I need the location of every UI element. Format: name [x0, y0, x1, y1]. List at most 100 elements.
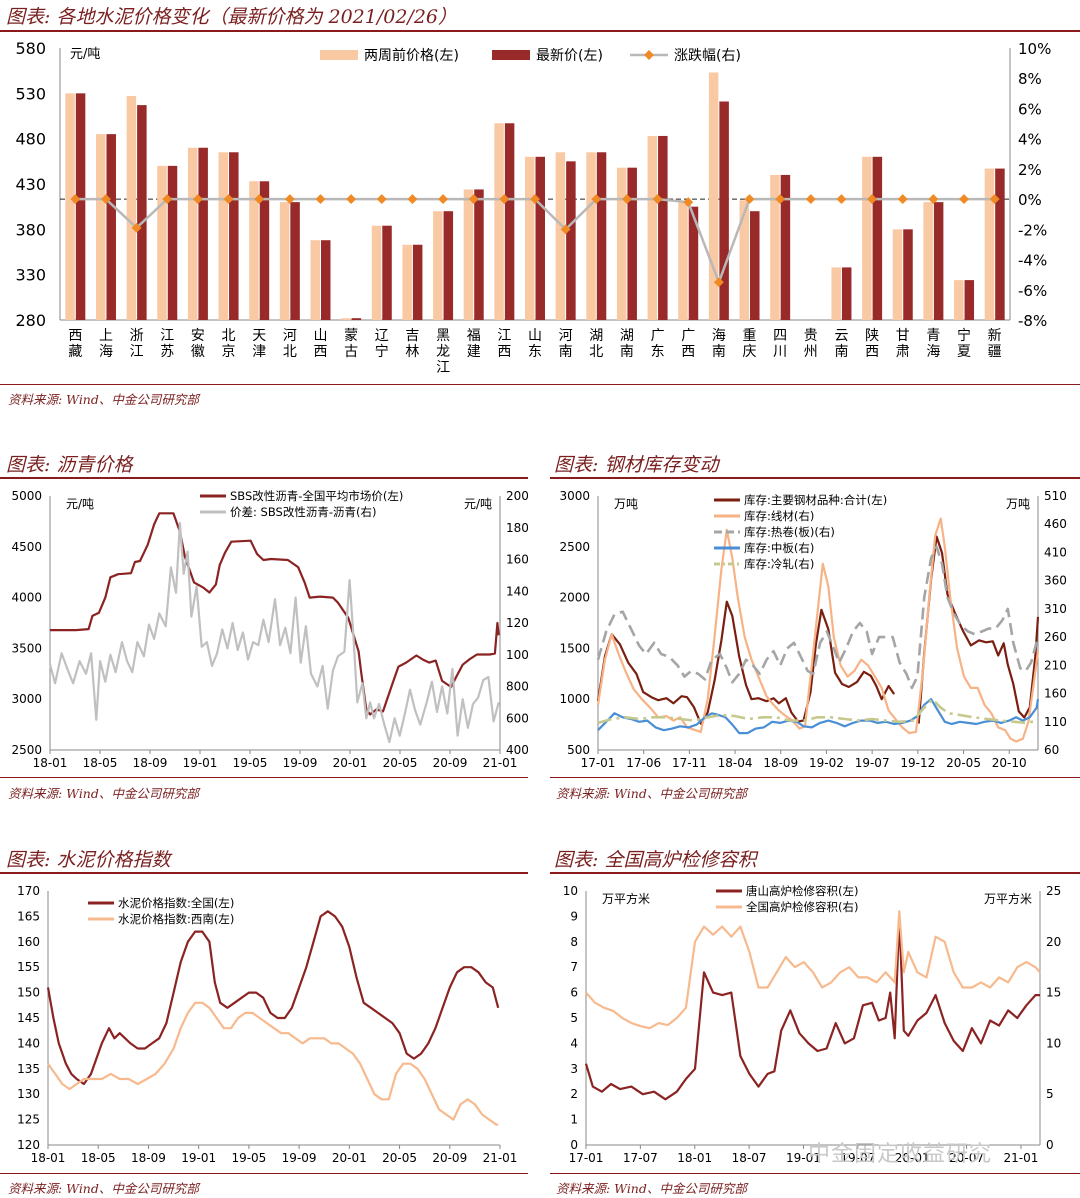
- legend-label: 库存:线材(右): [744, 509, 814, 523]
- chart5-source: 资料来源: Wind、中金公司研究部: [556, 1181, 747, 1196]
- chart4-source: 资料来源: Wind、中金公司研究部: [8, 1181, 199, 1196]
- y-left-tick-label: 1500: [559, 641, 590, 655]
- y-right-tick-label: 1400: [506, 584, 528, 598]
- x-tick-label: 20-05: [382, 1151, 417, 1165]
- x-tick-label: 19-07: [855, 756, 890, 770]
- y-right-tick-label: 110: [1044, 715, 1067, 729]
- bar-latest-price: [229, 152, 239, 320]
- bar-two-weeks-ago: [402, 244, 412, 320]
- y-left-tick-label: 2500: [11, 743, 42, 757]
- change-marker: [223, 194, 234, 205]
- category-label: 广: [651, 328, 665, 344]
- category-label: 云: [834, 328, 848, 344]
- bar-latest-price: [351, 318, 362, 320]
- y-left-tick-label: 2500: [559, 540, 590, 554]
- legend-label: 水泥价格指数:西南(左): [118, 912, 234, 926]
- change-marker: [192, 194, 203, 205]
- category-label: 天: [252, 328, 266, 344]
- legend-label: 库存:主要钢材品种:合计(左): [744, 493, 887, 507]
- bar-latest-price: [443, 211, 454, 320]
- chart1-source-rule: [0, 384, 1080, 385]
- change-marker: [959, 194, 969, 205]
- bar-two-weeks-ago: [555, 152, 566, 320]
- category-label: 北: [222, 328, 236, 344]
- x-tick-label: 19-01: [786, 1151, 821, 1165]
- series-line: [596, 545, 1040, 690]
- bar-latest-price: [841, 267, 852, 320]
- x-tick-label: 18-01: [31, 1151, 66, 1165]
- change-marker: [254, 194, 265, 205]
- y-right-tick-label: 20: [1046, 935, 1061, 949]
- x-tick-label: 17-11: [672, 756, 707, 770]
- category-label: 浙: [130, 328, 144, 344]
- series-line: [585, 910, 1041, 1030]
- category-label: 西: [68, 328, 82, 344]
- y-left-tick-label: 2000: [559, 591, 590, 605]
- x-tick-label: 17-07: [623, 1151, 658, 1165]
- x-tick-label: 20-01: [333, 756, 368, 770]
- change-marker: [499, 194, 510, 205]
- y-left-tick-label: 530: [15, 84, 46, 103]
- x-tick-label: 19-01: [181, 1151, 216, 1165]
- bar-two-weeks-ago: [739, 200, 750, 320]
- bar-latest-price: [872, 156, 883, 320]
- category-label: 江: [436, 360, 450, 376]
- category-label: 庆: [743, 344, 757, 360]
- y-left-tick-label: 430: [15, 175, 46, 194]
- legend-label: 全国高炉检修容积(右): [746, 900, 858, 914]
- chart2-source: 资料来源: Wind、中金公司研究部: [8, 786, 199, 801]
- bar-latest-price: [964, 280, 975, 320]
- bar-latest-price: [167, 165, 178, 320]
- right-unit-label: 元/吨: [464, 497, 492, 511]
- left-unit-label: 万平方米: [602, 891, 650, 906]
- y-left-tick-label: 3000: [559, 489, 590, 503]
- x-tick-label: 20-07: [949, 1151, 984, 1165]
- legend-label: 两周前价格(左): [364, 47, 459, 64]
- y-right-tick-label: 310: [1044, 602, 1067, 616]
- y-right-tick-label: 410: [1044, 545, 1067, 559]
- y-left-tick-label: 160: [17, 935, 40, 949]
- x-tick-label: 21-01: [483, 756, 518, 770]
- chart2-source-rule: [0, 777, 528, 778]
- y-left-tick-label: 4500: [11, 540, 42, 554]
- change-marker: [805, 194, 816, 205]
- change-marker: [376, 194, 387, 205]
- bar-latest-price: [933, 202, 944, 320]
- change-marker: [284, 194, 295, 205]
- category-label: 南: [620, 344, 634, 360]
- change-marker: [836, 194, 847, 205]
- y-right-tick-label: 460: [1044, 517, 1067, 531]
- bar-latest-price: [719, 101, 729, 320]
- left-unit-label: 元/吨: [66, 497, 94, 511]
- y-right-tick-label: 6%: [1018, 100, 1042, 118]
- chart1-title: 图表: 各地水泥价格变化（最新价格为 2021/02/26）: [6, 6, 457, 28]
- bar-two-weeks-ago: [647, 135, 658, 320]
- steel-inventory-line-chart: 500 1000 1500 2000 2500 3000 60 110 160 210 260 310…: [559, 489, 1067, 770]
- x-tick-label: 19-05: [233, 756, 268, 770]
- y-right-tick-label: 800: [506, 680, 528, 694]
- category-label: 广: [681, 328, 695, 344]
- x-tick-label: 17-01: [581, 756, 616, 770]
- series-line: [596, 600, 896, 725]
- chart3-title-rule: [550, 477, 1080, 479]
- x-tick-label: 18-09: [763, 756, 798, 770]
- x-tick-label: 20-01: [332, 1151, 367, 1165]
- x-tick-label: 19-05: [231, 1151, 266, 1165]
- legend-swatch: [492, 50, 530, 60]
- category-label: 西: [865, 344, 879, 360]
- right-unit-label: 万平方米: [984, 891, 1032, 906]
- y-left-tick-label: 380: [15, 220, 46, 239]
- bar-two-weeks-ago: [310, 240, 320, 320]
- x-tick-label: 19-09: [283, 756, 318, 770]
- bar-latest-price: [596, 152, 607, 320]
- y-left-tick-label: 280: [15, 311, 46, 330]
- category-label: 建: [467, 344, 481, 360]
- change-marker: [621, 194, 632, 205]
- y-left-tick-label: 150: [17, 986, 40, 1000]
- bar-two-weeks-ago: [586, 152, 596, 320]
- x-tick-label: 20-01: [895, 1151, 930, 1165]
- y-right-tick-label: 8%: [1018, 70, 1042, 88]
- bar-two-weeks-ago: [770, 174, 780, 320]
- y-right-tick-label: 0%: [1018, 191, 1042, 209]
- y-right-tick-label: 60: [1044, 743, 1059, 757]
